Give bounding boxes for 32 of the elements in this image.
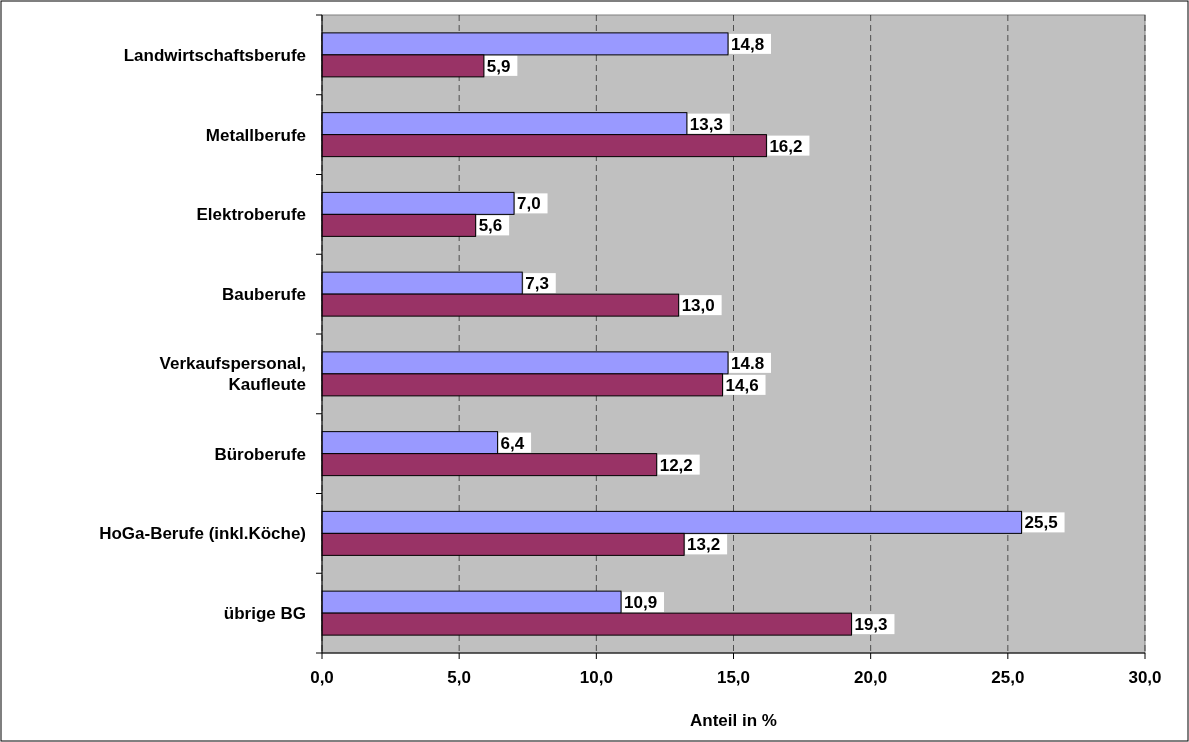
data-label: 6,4: [500, 433, 525, 453]
data-label: 7,3: [525, 274, 549, 294]
y-tick-label: Büroberufe: [214, 444, 306, 464]
y-tick-label: Metallberufe: [205, 125, 306, 145]
y-tick-label: Elektroberufe: [196, 205, 306, 225]
data-label: 13,0: [681, 296, 715, 316]
data-label: 25,5: [1024, 513, 1058, 533]
x-tick-label: 5,0: [447, 668, 471, 687]
x-axis-title: Anteil in %: [690, 711, 777, 730]
data-label: 13,2: [687, 535, 721, 555]
x-tick-label: 15,0: [716, 668, 751, 687]
data-label: 19,3: [854, 615, 888, 635]
data-label: 16,2: [769, 136, 803, 156]
x-tick-label: 0,0: [310, 668, 334, 687]
y-tick-label: Verkaufspersonal, Kaufleute: [159, 354, 306, 395]
data-label: 14,8: [731, 34, 765, 54]
x-tick-label: 20,0: [854, 668, 888, 687]
x-tick-label: 10,0: [579, 668, 613, 687]
data-label: 14.8: [731, 353, 765, 373]
data-label: 5,6: [478, 216, 503, 236]
y-tick-label: HoGa-Berufe (inkl.Köche): [99, 524, 306, 544]
x-tick-label: 30,0: [1128, 668, 1162, 687]
x-tick-label: 25,0: [991, 668, 1025, 687]
y-tick-label: Bauberufe: [221, 285, 306, 305]
data-label: 12,2: [659, 455, 693, 475]
data-label: 7,0: [517, 194, 541, 214]
data-label: 14,6: [725, 375, 759, 395]
y-tick-label: Landwirtschaftsberufe: [123, 45, 306, 65]
y-tick-label: übrige BG: [223, 604, 306, 624]
data-label: 13,3: [689, 114, 723, 134]
data-label: 10,9: [624, 593, 658, 613]
data-label: 5,9: [486, 56, 511, 76]
